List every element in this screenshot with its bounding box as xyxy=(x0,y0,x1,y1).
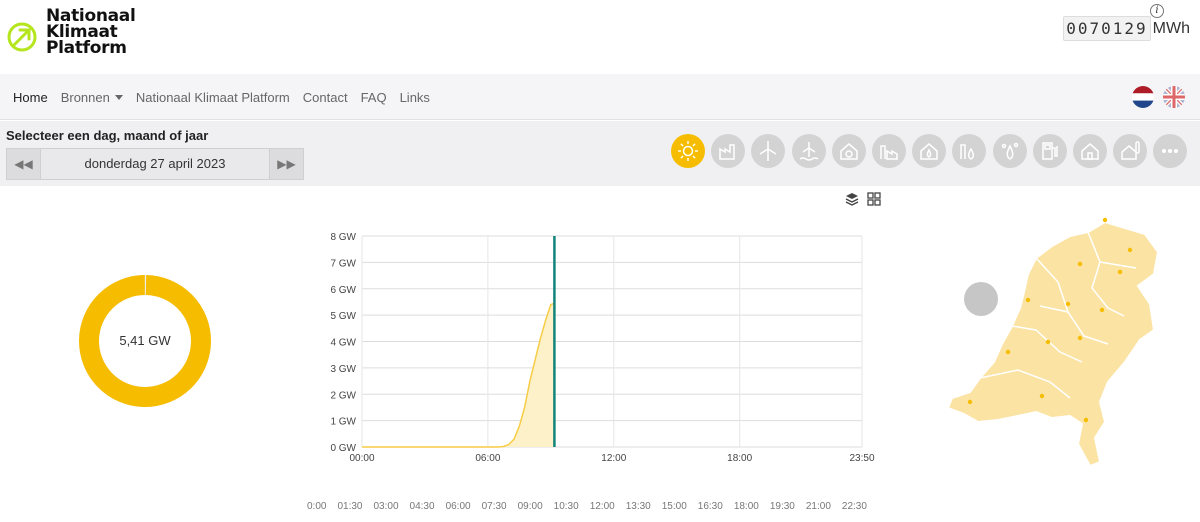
logo-text: Nationaal Klimaat Platform xyxy=(46,6,136,58)
source-solar-button[interactable] xyxy=(671,134,705,168)
y-tick-label: 1 GW xyxy=(330,417,356,428)
grid-icon[interactable] xyxy=(867,192,881,206)
factory-icon xyxy=(719,144,735,160)
x-tick-label: 18:00 xyxy=(727,453,752,464)
date-controls: Selecteer een dag, maand of jaar ◀◀ dond… xyxy=(0,121,1200,186)
date-display[interactable]: donderdag 27 april 2023 xyxy=(40,149,270,179)
fuel-pump-icon xyxy=(1041,142,1058,160)
source-button-2[interactable] xyxy=(711,134,746,168)
house-icon xyxy=(1081,143,1099,160)
industry-fire-icon xyxy=(880,145,898,160)
more-icon xyxy=(1162,149,1179,153)
timeline-tick[interactable]: 03:00 xyxy=(373,501,399,512)
source-button-10[interactable] xyxy=(1032,134,1067,168)
counter-unit: MWh xyxy=(1152,19,1190,37)
counter-digits: 0 0 7 0 1 2 9 xyxy=(1063,16,1151,41)
uk-flag-icon[interactable] xyxy=(1163,86,1185,108)
donut-value: 5,41 GW xyxy=(119,333,171,348)
series-line xyxy=(362,302,555,448)
solar-power-chart: 0 GW 1 GW 2 GW 3 GW 4 GW 5 GW 6 GW 7 GW 8 GW 00:0… xyxy=(330,232,875,464)
timeline-tick[interactable]: 13:30 xyxy=(625,501,651,512)
source-button-4[interactable] xyxy=(791,134,826,168)
y-tick-label: 0 GW xyxy=(330,443,356,454)
arrow-logo-icon xyxy=(7,22,37,52)
previous-day-button[interactable]: ◀◀ xyxy=(7,149,40,179)
map-marker[interactable] xyxy=(964,282,998,316)
timeline-tick[interactable]: 04:30 xyxy=(409,501,435,512)
house-heat-icon xyxy=(840,143,858,160)
x-tick-label: 06:00 xyxy=(475,453,500,464)
source-button-9[interactable] xyxy=(992,134,1027,168)
timeline-tick[interactable]: 12:00 xyxy=(589,501,615,512)
timeline-tick[interactable]: 09:00 xyxy=(517,501,543,512)
donut-segment xyxy=(79,275,211,407)
timeline-slider[interactable]: 0:00 01:30 03:00 04:30 06:00 07:30 09:00 10:30 1… xyxy=(307,501,867,512)
timeline-tick[interactable]: 22:30 xyxy=(841,501,867,512)
donut-chart xyxy=(79,275,211,407)
source-button-3[interactable] xyxy=(751,134,786,168)
netherlands-map xyxy=(946,217,1160,468)
source-buttons xyxy=(671,134,1193,168)
selector-label: Selecteer een dag, maand of jaar xyxy=(6,128,209,143)
y-tick-label: 2 GW xyxy=(330,390,356,401)
nav-links[interactable]: Links xyxy=(399,90,430,105)
source-button-11[interactable] xyxy=(1072,134,1107,168)
thermometer-house-icon xyxy=(1121,141,1140,160)
x-tick-label: 12:00 xyxy=(601,453,626,464)
biomass-fire-icon xyxy=(1001,142,1018,160)
x-tick-label: 00:00 xyxy=(349,453,374,464)
info-icon[interactable]: i xyxy=(1150,4,1164,18)
view-toggles xyxy=(845,192,889,206)
navbar: Home Bronnen Nationaal Klimaat Platform … xyxy=(0,74,1200,120)
logo[interactable]: Nationaal Klimaat Platform xyxy=(6,6,136,58)
timeline-tick[interactable]: 21:00 xyxy=(805,501,831,512)
date-selector: ◀◀ donderdag 27 april 2023 ▶▶ xyxy=(6,148,304,180)
source-more-button[interactable] xyxy=(1153,134,1188,168)
timeline-tick[interactable]: 18:00 xyxy=(733,501,759,512)
y-tick-label: 8 GW xyxy=(330,232,356,243)
source-button-12[interactable] xyxy=(1113,134,1148,168)
timeline-tick[interactable]: 07:30 xyxy=(481,501,507,512)
source-button-7[interactable] xyxy=(912,134,947,168)
sun-icon xyxy=(678,141,698,161)
source-button-5[interactable] xyxy=(831,134,866,168)
timeline-tick[interactable]: 10:30 xyxy=(553,501,579,512)
series-area xyxy=(362,303,555,447)
y-tick-label: 4 GW xyxy=(330,338,356,349)
offshore-wind-icon xyxy=(799,142,818,161)
source-button-6[interactable] xyxy=(871,134,906,168)
y-tick-label: 5 GW xyxy=(330,311,356,322)
source-button-8[interactable] xyxy=(952,134,987,168)
factory-fire-icon xyxy=(960,144,975,160)
timeline-tick[interactable]: 0:00 xyxy=(307,501,327,512)
nav-bronnen-dropdown[interactable]: Bronnen xyxy=(61,90,123,105)
nav-faq[interactable]: FAQ xyxy=(360,90,387,105)
double-left-arrow-icon: ◀◀ xyxy=(14,157,33,171)
x-tick-label: 23:50 xyxy=(849,453,874,464)
timeline-tick[interactable]: 01:30 xyxy=(337,501,363,512)
timeline-tick[interactable]: 06:00 xyxy=(445,501,471,512)
energy-counter: i 0 0 7 0 1 2 9 MWh xyxy=(1063,4,1190,41)
y-tick-label: 7 GW xyxy=(330,258,356,269)
wind-turbine-icon xyxy=(759,141,777,161)
layers-icon[interactable] xyxy=(845,192,859,206)
next-day-button[interactable]: ▶▶ xyxy=(270,149,303,179)
house-fire-icon xyxy=(920,143,938,160)
y-tick-label: 6 GW xyxy=(330,285,356,296)
timeline-tick[interactable]: 15:00 xyxy=(661,501,687,512)
timeline-tick[interactable]: 16:30 xyxy=(697,501,723,512)
caret-down-icon xyxy=(114,95,123,100)
timeline-tick[interactable]: 19:30 xyxy=(769,501,795,512)
nav-home[interactable]: Home xyxy=(13,90,48,105)
y-tick-label: 3 GW xyxy=(330,364,356,375)
nl-flag-icon[interactable] xyxy=(1132,86,1154,108)
nav-contact[interactable]: Contact xyxy=(302,90,348,105)
nav-nationaal-klimaat-platform[interactable]: Nationaal Klimaat Platform xyxy=(135,90,290,105)
double-right-arrow-icon: ▶▶ xyxy=(277,157,296,171)
header: Nationaal Klimaat Platform i 0 0 7 0 1 2… xyxy=(0,0,1200,74)
